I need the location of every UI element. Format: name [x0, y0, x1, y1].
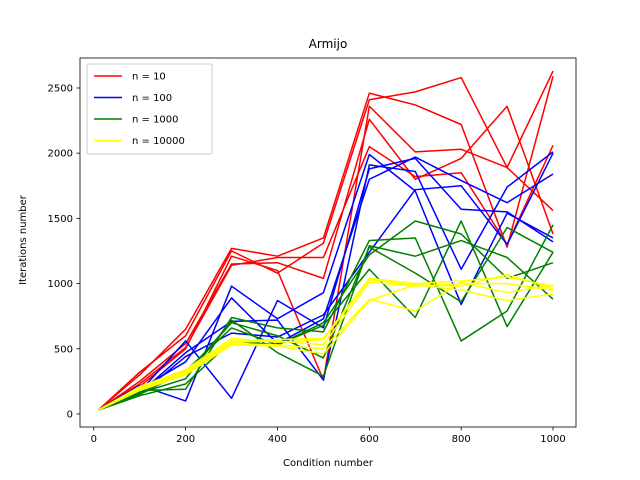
series-line-4-run-4 — [98, 284, 554, 411]
legend: n = 10 n = 100 n = 1000 n = 10000 — [86, 63, 213, 155]
series-line-1-run-4 — [97, 145, 554, 411]
series-layer — [97, 70, 554, 411]
series-line-2-run-5 — [98, 152, 554, 411]
legend-label: n = 10 — [132, 72, 166, 83]
legend-box — [86, 63, 213, 155]
series-line-4-run-2 — [97, 273, 554, 411]
series-line-2-run-2 — [98, 157, 554, 411]
axes-layer: 0 200 400 600 800 1000 0 500 1000 1500 2000 2500 — [48, 57, 577, 445]
x-tick-label: 0 — [91, 434, 97, 445]
legend-label: n = 100 — [132, 93, 172, 104]
x-tick-label: 400 — [268, 434, 287, 445]
series-line-3-run-2 — [98, 239, 554, 411]
legend-label: n = 1000 — [132, 115, 179, 126]
series-line-2-run-1 — [97, 153, 554, 411]
series-line-1-run-1 — [97, 76, 554, 411]
x-tick-label: 200 — [176, 434, 195, 445]
y-tick-label: 2000 — [48, 149, 73, 160]
series-line-4-run-1 — [98, 276, 554, 411]
legend-label: n = 10000 — [132, 136, 185, 147]
series-line-3-run-4 — [98, 220, 554, 411]
series-line-3-run-1 — [98, 224, 554, 411]
y-tick-label: 2500 — [48, 83, 73, 94]
series-line-1-run-3 — [97, 105, 554, 411]
y-tick-label: 1500 — [48, 214, 73, 225]
series-line-1-run-2 — [97, 70, 554, 411]
series-line-4-run-3 — [98, 281, 554, 411]
y-tick-label: 1000 — [48, 279, 73, 290]
x-tick-label: 1000 — [540, 434, 565, 445]
x-axis-title: Condition number — [283, 458, 374, 469]
x-tick-label: 800 — [452, 434, 471, 445]
series-line-2-run-4 — [98, 151, 554, 411]
series-line-4-run-5 — [98, 281, 554, 411]
y-axis-title: Iterations number — [18, 194, 29, 285]
y-tick-label: 0 — [67, 409, 73, 420]
x-tick-label: 600 — [360, 434, 379, 445]
chart-title: Armijo — [309, 37, 348, 51]
y-tick-label: 500 — [54, 344, 73, 355]
plot-frame — [79, 57, 577, 428]
series-line-2-run-3 — [98, 156, 554, 411]
